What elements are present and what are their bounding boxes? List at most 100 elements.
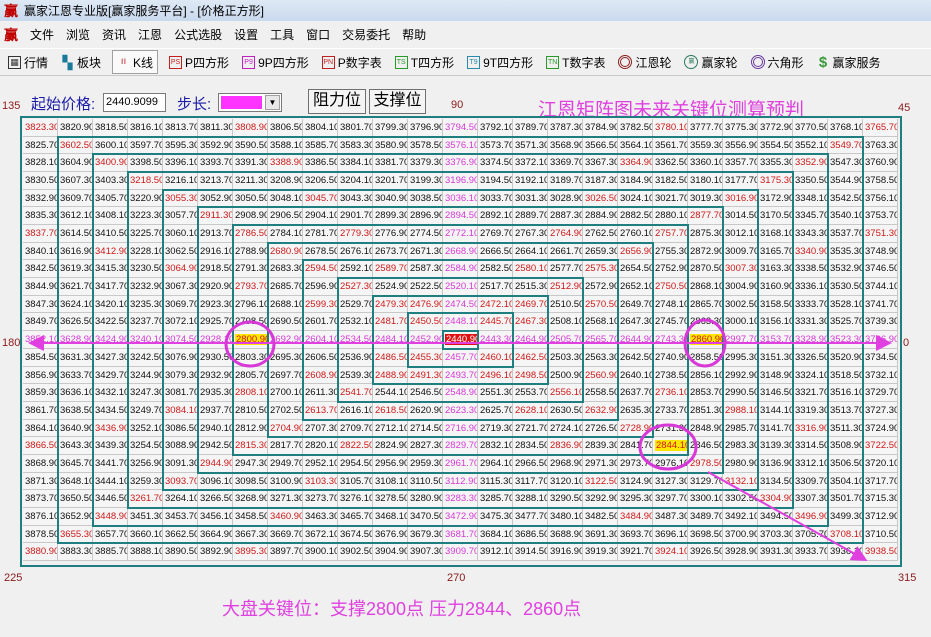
grid-cell: 3828.10 [23,154,58,173]
grid-cell: 2476.90 [408,295,443,314]
grid-cell: 3571.30 [513,136,548,155]
menu-browse[interactable]: 浏览 [66,28,91,42]
grid-cell: 2740.90 [653,348,688,367]
grid-cell: 3895.30 [233,543,268,561]
grid-cell: 2584.90 [443,260,478,279]
grid-cell: 3542.50 [828,189,863,208]
grid-cell: 3885.70 [93,543,128,561]
grid-cell: 3096.10 [198,472,233,491]
grid-cell: 2668.90 [443,242,478,261]
menu-news[interactable]: 资讯 [102,28,127,42]
support-button[interactable]: 支撑位 [369,89,426,114]
toolbar: ▦ 行情 ▚ 板块 ıı K线 PS P四方形 P9 9P四方形 PN P数字表 TS T四方… [0,48,931,76]
start-price-input[interactable]: 2440.9099 [103,93,166,112]
grid-cell: 2491.30 [408,366,443,385]
grid-cell: 3148.90 [758,366,793,385]
grid-cell: 2836.90 [548,437,583,455]
grid-cell: 2856.10 [688,366,723,385]
toolbar-t-square-button[interactable]: TS T四方形 [393,50,456,74]
grid-cell: 3220.90 [128,189,163,208]
grid-cell: 2484.10 [373,331,408,349]
grid-cell: 3355.30 [758,154,793,173]
grid-cell: 3446.50 [93,490,128,508]
toolbar-gann-wheel-button[interactable]: 江恩轮 [616,50,673,74]
grid-cell: 3266.50 [198,490,233,508]
grid-cell: 2577.70 [548,260,583,279]
menu-gann[interactable]: 江恩 [138,28,163,42]
grid-cell: 2712.10 [373,419,408,438]
toolbar-t-number-table-button[interactable]: TN T数字表 [544,50,607,74]
grid-cell: 2911.30 [198,207,233,226]
toolbar-p-square-button[interactable]: PS P四方形 [167,50,231,74]
menu-tools[interactable]: 工具 [270,28,295,42]
grid-cell: 2522.50 [408,278,443,296]
grid-cell: 2892.10 [478,207,513,226]
grid-cell: 3904.90 [373,543,408,561]
grid-cell: 2877.70 [688,207,723,226]
grid-cell: 3583.30 [338,136,373,155]
grid-cell: 3088.90 [163,437,198,455]
grid-cell: 3708.10 [828,525,863,544]
grid-cell: 3019.30 [688,189,723,208]
toolbar-label: 江恩轮 [635,55,672,70]
toolbar-quotes-button[interactable]: ▦ 行情 [6,50,50,74]
grid-cell: 3160.90 [758,278,793,296]
step-color-select[interactable]: ▼ [218,93,282,112]
menu-file[interactable]: 文件 [30,28,55,42]
grid-cell: 3900.10 [303,543,338,561]
grid-cell: 3422.50 [93,313,128,332]
dollar-icon: $ [818,53,828,71]
grid-cell: 2968.90 [548,454,583,473]
grid-cell: 3480.10 [548,507,583,526]
blocks-icon: ▚ [62,54,73,70]
dropdown-arrow-icon[interactable]: ▼ [265,95,280,110]
grid-cell: 3638.50 [58,401,93,420]
toolbar-kline-button[interactable]: ıı K线 [112,50,159,74]
grid-cell: 2628.10 [513,401,548,420]
grid-cell: 3691.30 [583,525,618,544]
toolbar-p-number-table-button[interactable]: PN P数字表 [320,50,384,74]
menu-formula-screener[interactable]: 公式选股 [174,28,223,42]
toolbar-winner-service-button[interactable]: $ 赢家服务 [815,50,883,74]
toolbar-winner-wheel-button[interactable]: 赢赢家轮 [682,50,739,74]
grid-cell: 3362.50 [653,154,688,173]
grid-cell: 3067.30 [163,278,198,296]
grid-cell: 3187.30 [583,172,618,190]
grid-cell: 2503.30 [548,348,583,367]
grid-cell: 3672.10 [303,525,338,544]
grid-cell: 3448.90 [93,507,128,526]
grid-cell: 2673.70 [373,242,408,261]
grid-cell: 3520.90 [828,348,863,367]
grid-cell: 3652.90 [58,507,93,526]
toolbar-9t-square-button[interactable]: T9 9T四方形 [465,50,535,74]
grid-cell: 2808.10 [233,384,268,402]
grid-cell: 3936.10 [828,543,863,561]
resistance-button[interactable]: 阻力位 [308,89,366,114]
grid-cell: 3789.70 [513,119,548,137]
grid-cell: 3115.30 [478,472,513,491]
grid-cell: 3820.90 [58,119,93,137]
grid-cell: 3780.10 [653,119,688,137]
grid-cell: 3336.10 [793,278,828,296]
grid-cell: 2623.30 [443,401,478,420]
grid-cell: 2508.10 [548,313,583,332]
toolbar-sectors-button[interactable]: ▚ 板块 [59,50,103,74]
grid-cell: 3108.10 [373,472,408,491]
grid-cell: 3492.10 [723,507,758,526]
menu-help[interactable]: 帮助 [402,28,427,42]
grid-cell: 3746.50 [863,260,898,279]
grid-cell: 2829.70 [443,437,478,455]
grid-cell: 2479.30 [373,295,408,314]
grid-cell: 2822.50 [338,437,373,455]
grid-cell: 3196.90 [443,172,478,190]
grid-cell: 3136.90 [758,454,793,473]
grid-cell: 3098.50 [233,472,268,491]
menu-window[interactable]: 窗口 [306,28,331,42]
grid-cell: 2440.90 [443,331,478,349]
toolbar-9p-square-button[interactable]: P9 9P四方形 [240,50,311,74]
toolbar-hexagon-button[interactable]: 六角形 [749,50,806,74]
grid-cell: 3444.10 [93,472,128,491]
menu-trade[interactable]: 交易委托 [342,28,391,42]
grid-cell: 3499.30 [828,507,863,526]
menu-settings[interactable]: 设置 [234,28,259,42]
